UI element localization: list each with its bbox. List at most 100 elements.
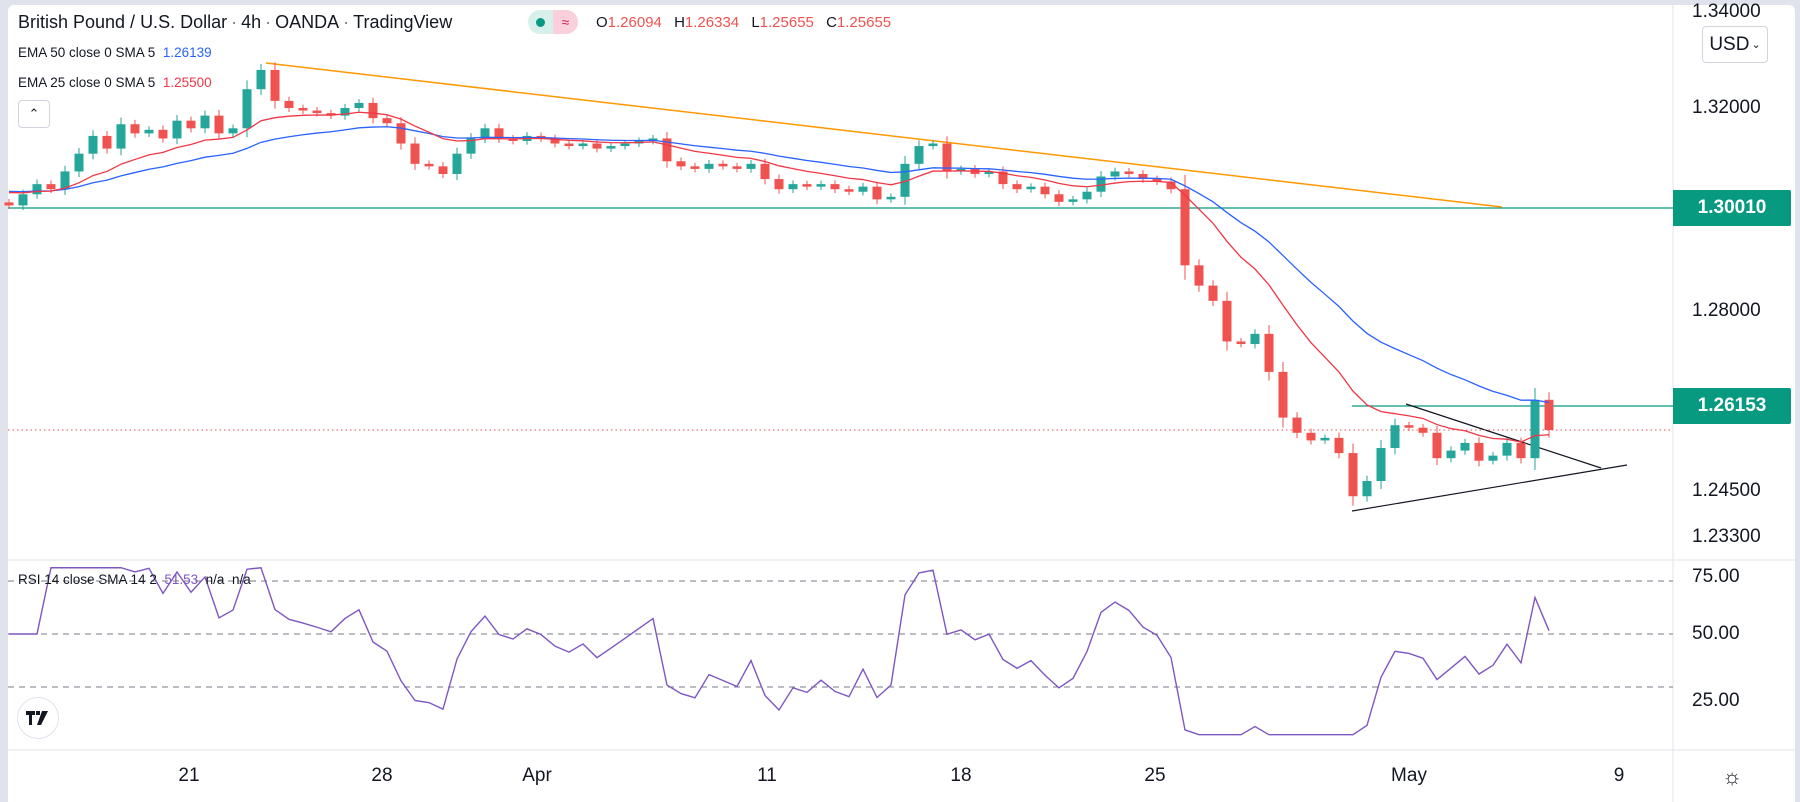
ema50-legend[interactable]: EMA 50 close 0 SMA 5 1.26139 <box>18 45 212 60</box>
broker: OANDA <box>275 12 340 32</box>
candle-body <box>396 123 406 144</box>
candle-body <box>46 184 56 190</box>
delayed-data-icon: ≈ <box>553 10 578 34</box>
price-tick: 1.23300 <box>1692 526 1761 547</box>
candle-body <box>858 186 868 192</box>
candle-body <box>172 120 182 139</box>
candle-body <box>438 166 448 174</box>
candle-body <box>1292 417 1302 433</box>
candle-body <box>564 143 574 147</box>
candle-body <box>1320 437 1330 441</box>
candle-body <box>116 124 126 149</box>
candle-body <box>1474 442 1484 461</box>
candle-body <box>158 129 168 139</box>
candle-body <box>774 179 784 190</box>
candle-body <box>662 138 672 162</box>
time-tick: 11 <box>757 765 777 786</box>
candle-body <box>312 110 322 114</box>
chart-container[interactable] <box>8 5 1795 802</box>
candle-body <box>1250 333 1260 344</box>
candle-body <box>494 128 504 139</box>
candle-body <box>1138 173 1148 180</box>
candle-body <box>1152 179 1162 182</box>
candle-body <box>1222 300 1232 342</box>
candle-body <box>606 146 616 149</box>
rsi-legend[interactable]: RSI 14 close SMA 14 2 51.53 n/a n/a <box>18 572 251 587</box>
candle-body <box>648 138 658 141</box>
candle-body <box>704 163 714 169</box>
candle-body <box>284 100 294 108</box>
candle-body <box>298 108 308 111</box>
triangle-upper-line[interactable] <box>1405 403 1602 469</box>
candle-body <box>1068 199 1078 202</box>
candle-body <box>508 138 518 141</box>
source: TradingView <box>353 12 453 32</box>
candle-body <box>1040 186 1050 195</box>
descending-trendline[interactable] <box>265 62 1503 208</box>
candle-body <box>1236 341 1246 344</box>
time-tick: 28 <box>371 765 393 786</box>
candle-body <box>1376 448 1386 482</box>
candle-body <box>998 171 1008 185</box>
triangle-lower-line[interactable] <box>1351 464 1628 512</box>
chart-title: British Pound / U.S. Dollar · 4h · OANDA · Tra… <box>18 12 453 32</box>
tradingview-logo-icon[interactable] <box>17 697 59 739</box>
time-tick: 25 <box>1144 765 1166 786</box>
collapse-legend-button[interactable]: ⌃ <box>18 100 50 128</box>
candle-body <box>1404 425 1414 428</box>
time-tick: Apr <box>522 765 552 786</box>
candle-body <box>340 108 350 116</box>
candle-body <box>1306 432 1316 441</box>
candle-body <box>130 124 140 134</box>
candle-body <box>228 128 238 134</box>
candle-body <box>270 69 280 101</box>
time-tick: 9 <box>1613 765 1625 786</box>
candle-body <box>18 194 28 206</box>
market-status-pill[interactable]: ≈ <box>528 10 578 34</box>
candle-body <box>32 184 42 195</box>
candle-body <box>410 143 420 164</box>
candle-body <box>74 153 84 172</box>
candle-body <box>816 184 826 187</box>
candle-body <box>1460 442 1470 451</box>
candle-body <box>788 184 798 190</box>
rsi-tick: 50.00 <box>1692 623 1740 644</box>
settings-gear-icon[interactable]: ☼ <box>1722 764 1743 789</box>
candle-body <box>732 166 742 169</box>
time-tick: May <box>1391 765 1427 786</box>
ema25-line <box>8 111 1550 443</box>
candle-body <box>480 128 490 139</box>
symbol-name[interactable]: British Pound / U.S. Dollar <box>18 12 228 32</box>
candle-body <box>1054 194 1064 202</box>
candle-body <box>1110 171 1120 177</box>
candle-body <box>88 135 98 154</box>
ema25-legend[interactable]: EMA 25 close 0 SMA 5 1.25500 <box>18 75 212 90</box>
candle-body <box>1166 181 1176 190</box>
candle-body <box>578 143 588 147</box>
candle-body <box>1544 399 1554 431</box>
candle-body <box>1082 191 1092 200</box>
candle-body <box>466 138 476 154</box>
candle-body <box>550 138 560 144</box>
rsi-tick: 75.00 <box>1692 566 1740 587</box>
candle-body <box>1446 450 1456 459</box>
price-tick: 1.24500 <box>1692 480 1761 501</box>
candle-body <box>690 166 700 169</box>
candle-body <box>760 163 770 180</box>
candle-body <box>1348 453 1358 497</box>
candle-body <box>592 143 602 149</box>
candle-body <box>984 171 994 174</box>
candle-body <box>900 163 910 197</box>
candle-body <box>1418 427 1428 433</box>
candle-body <box>1362 481 1372 497</box>
candle-body <box>928 143 938 147</box>
candle-body <box>1516 442 1526 459</box>
candle-body <box>1096 176 1106 192</box>
candle-body <box>1278 371 1288 418</box>
interval[interactable]: 4h <box>241 12 262 32</box>
candle-body <box>424 163 434 167</box>
candle-body <box>102 135 112 149</box>
currency-select[interactable]: USD ⌄ <box>1702 26 1768 63</box>
candle-body <box>802 184 812 187</box>
